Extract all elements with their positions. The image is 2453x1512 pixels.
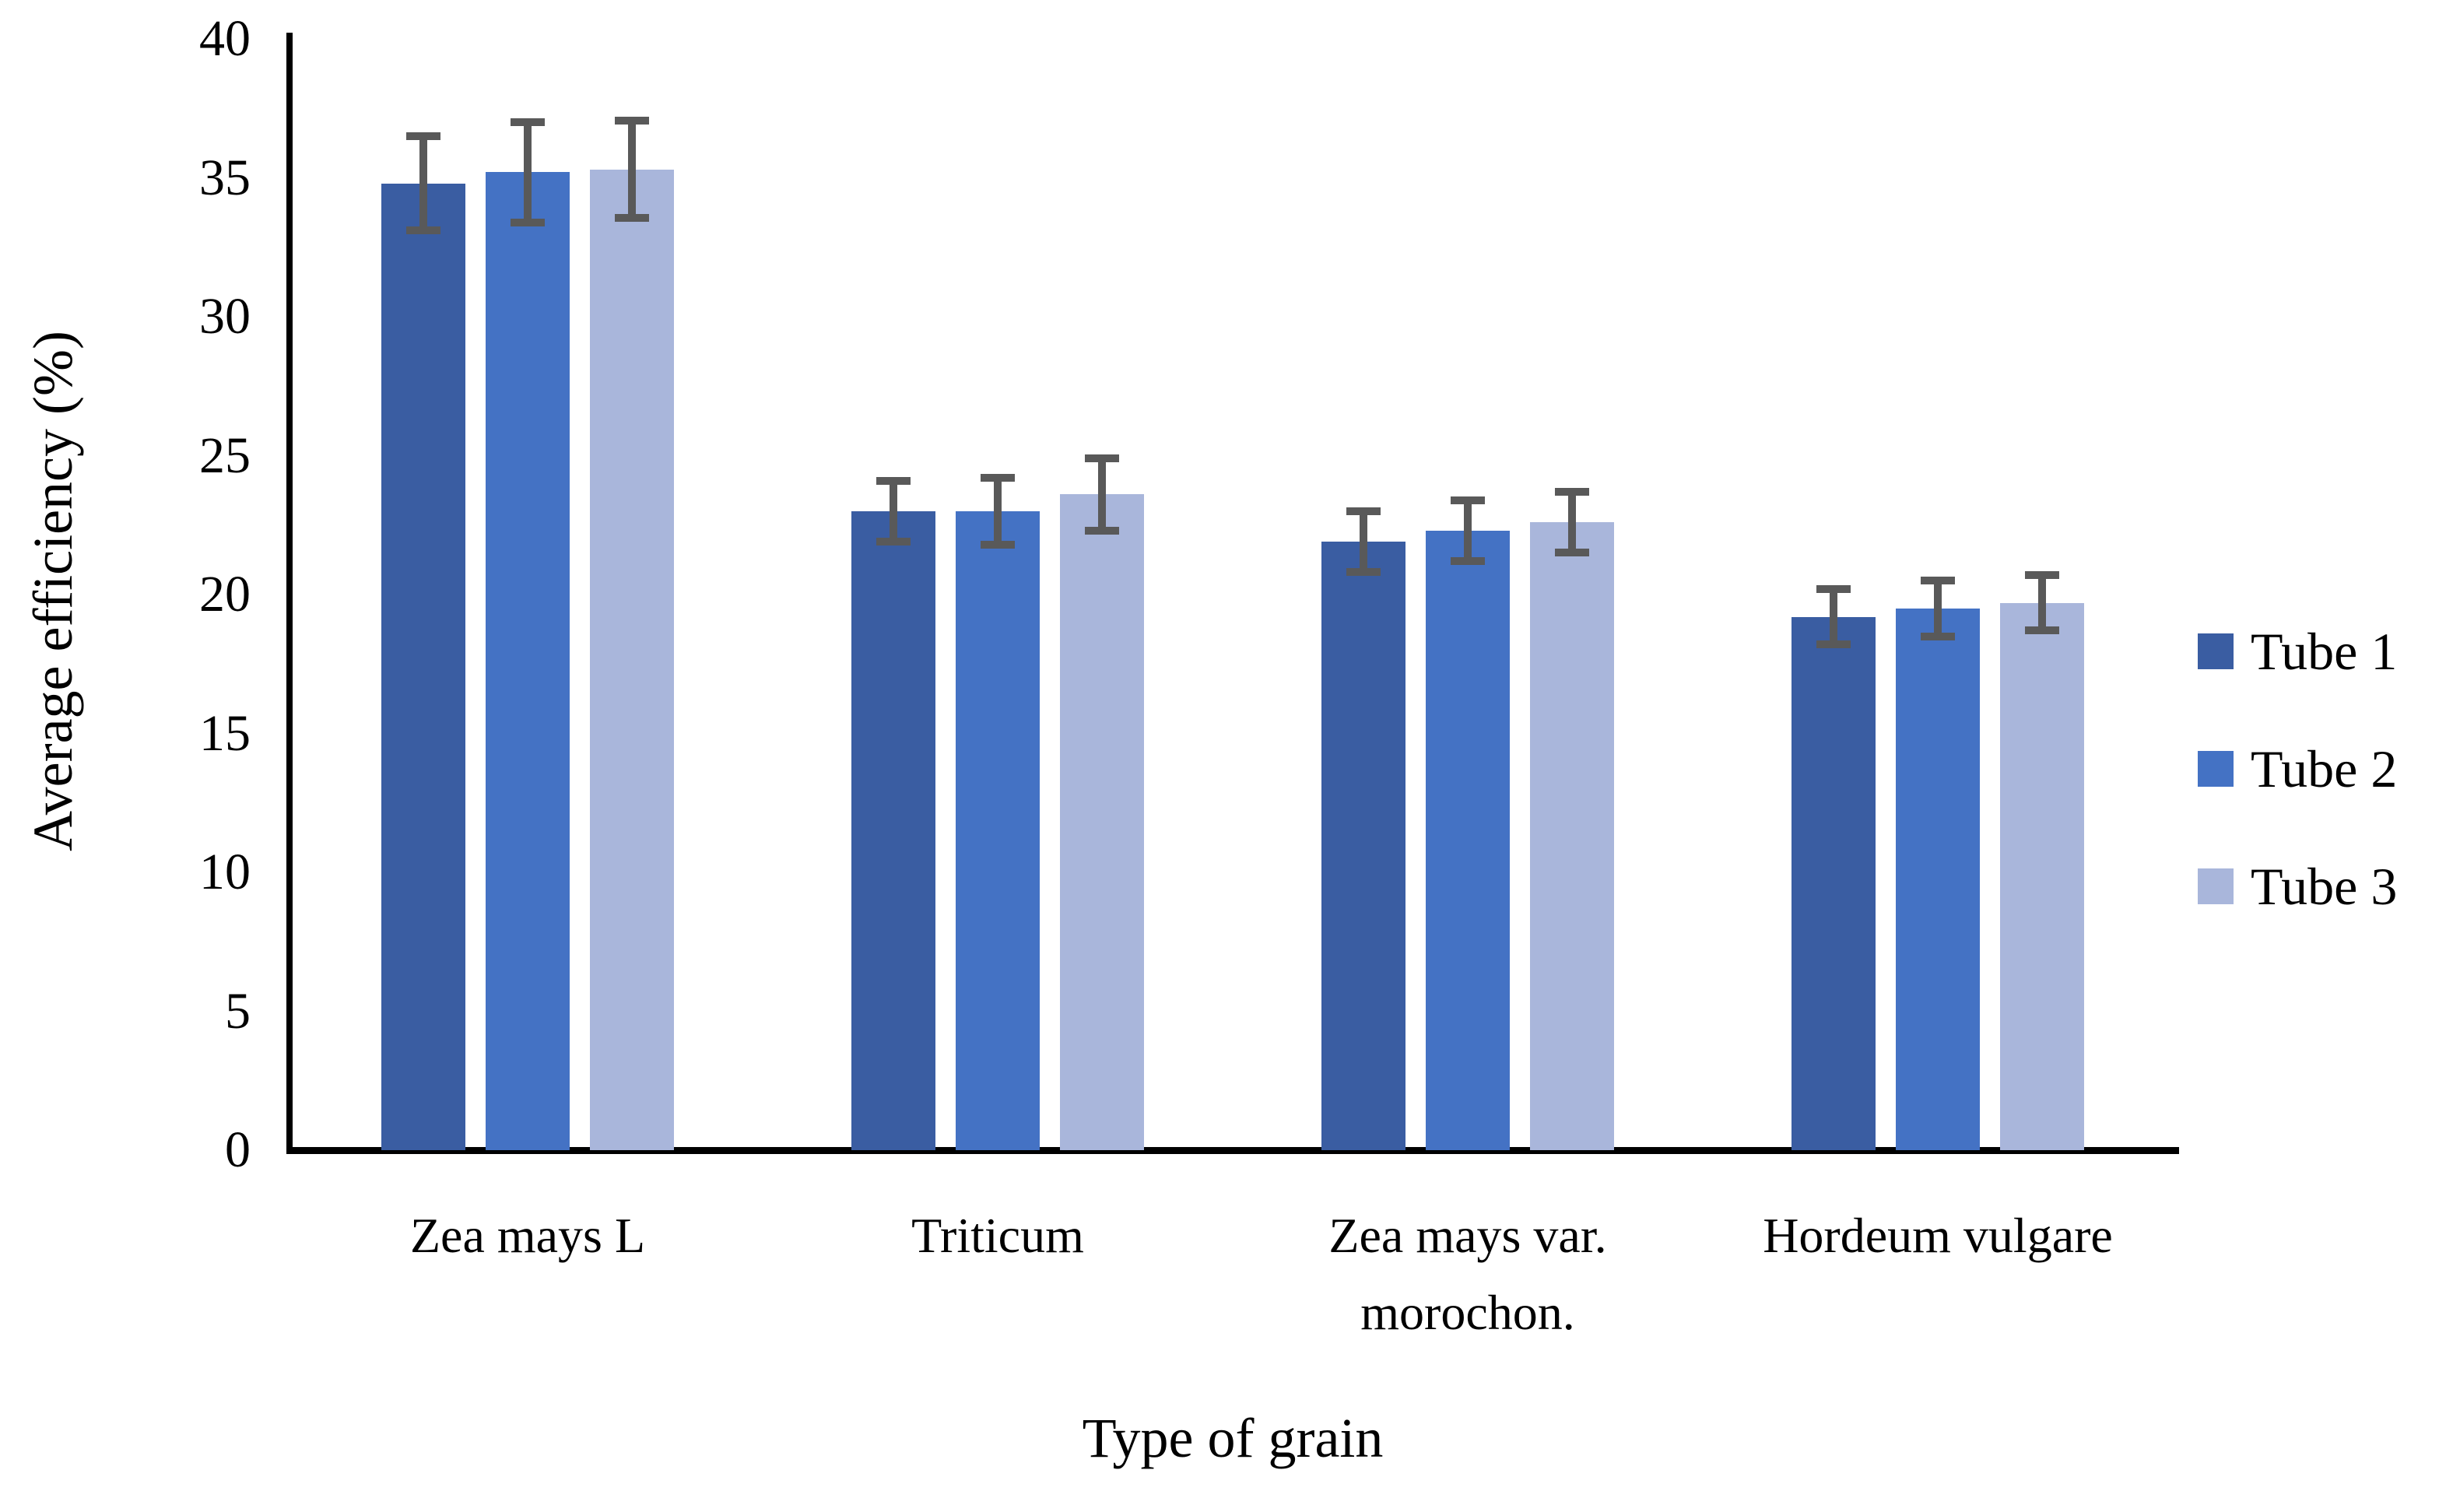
error-bar-cap <box>876 538 911 546</box>
error-bar-cap <box>1921 632 1955 640</box>
bar-tube3-cat2 <box>1060 494 1144 1150</box>
plot-area <box>293 39 2173 1150</box>
y-tick-label-40: 40 <box>199 10 251 67</box>
error-bar-cap <box>511 218 545 226</box>
bar-tube2-cat1 <box>486 172 570 1150</box>
legend-item-tube-3: Tube 3 <box>2198 860 2397 913</box>
y-tick-label-0: 0 <box>225 1121 251 1178</box>
bar-tube1-cat3 <box>1321 542 1405 1150</box>
legend-item-tube-1: Tube 1 <box>2198 625 2397 678</box>
error-bar-cap <box>1451 496 1485 504</box>
category-label-3: Zea mays var. morochon. <box>1328 1208 1607 1341</box>
y-tick-label-25: 25 <box>199 426 251 484</box>
error-bar-cap <box>1555 549 1589 557</box>
x-axis-line <box>286 1147 2179 1154</box>
error-bar-line <box>1568 491 1576 553</box>
error-bar-line <box>994 478 1002 545</box>
y-tick-label-10: 10 <box>199 844 251 900</box>
error-bar-cap <box>1451 557 1485 566</box>
y-axis-line <box>286 33 293 1153</box>
y-tick-label-35: 35 <box>199 149 251 206</box>
y-tick-label-30: 30 <box>199 288 251 345</box>
error-bar-cap <box>511 118 545 127</box>
y-tick-label-20: 20 <box>199 566 251 623</box>
x-axis-category-labels: Zea mays L Triticum Zea mays var. morochon… <box>293 1197 2173 1368</box>
error-bar-cap <box>406 132 440 140</box>
error-bar-cap <box>1085 526 1119 535</box>
legend-label: Tube 1 <box>2251 622 2398 681</box>
legend: Tube 1 Tube 2 Tube 3 <box>2198 625 2397 913</box>
error-bar-cap <box>981 474 1015 482</box>
error-bar-line <box>1464 500 1472 562</box>
bar-tube1-cat4 <box>1791 616 1876 1150</box>
error-bar-line <box>890 480 897 542</box>
error-bar-line <box>419 135 427 231</box>
error-bar-cap <box>406 226 440 235</box>
error-bar-line <box>524 122 532 223</box>
y-axis-tick-labels: 0 5 10 15 20 25 30 35 40 <box>0 13 286 1176</box>
error-bar-cap <box>1085 454 1119 463</box>
bar-tube2-cat2 <box>956 510 1040 1150</box>
bar-tube2-cat3 <box>1426 530 1510 1150</box>
legend-swatch <box>2198 633 2234 669</box>
error-bar-cap <box>1816 584 1851 593</box>
error-bar-cap <box>615 117 649 125</box>
error-bar-cap <box>1555 487 1589 496</box>
error-bar-cap <box>2025 626 2059 635</box>
error-bar-line <box>2038 575 2046 631</box>
bar-tube3-cat4 <box>2000 602 2084 1150</box>
error-bar-cap <box>2025 571 2059 579</box>
error-bar-cap <box>615 214 649 223</box>
legend-label: Tube 2 <box>2251 739 2398 798</box>
error-bar-cap <box>981 540 1015 549</box>
legend-label: Tube 3 <box>2251 857 2398 916</box>
bar-tube1-cat2 <box>851 510 935 1150</box>
y-tick-label-15: 15 <box>199 704 251 762</box>
category-label-1: Zea mays L <box>409 1208 646 1263</box>
error-bar-cap <box>1346 568 1381 577</box>
category-label-2: Triticum <box>911 1208 1084 1263</box>
category-label-4: Hordeum vulgare <box>1763 1208 2113 1263</box>
bar-tube3-cat1 <box>590 169 674 1150</box>
x-axis-title: Type of grain <box>1082 1407 1384 1469</box>
error-bar-line <box>1098 458 1106 531</box>
error-bar-line <box>1934 581 1942 637</box>
error-bar-cap <box>1346 507 1381 515</box>
error-bar-cap <box>876 476 911 485</box>
legend-item-tube-2: Tube 2 <box>2198 742 2397 795</box>
legend-swatch <box>2198 868 2234 904</box>
error-bar-cap <box>1816 640 1851 649</box>
bar-tube1-cat1 <box>381 183 465 1150</box>
y-tick-label-5: 5 <box>225 982 251 1040</box>
error-bar-cap <box>1921 577 1955 585</box>
error-bar-line <box>628 121 636 219</box>
legend-swatch <box>2198 751 2234 787</box>
error-bar-line <box>1360 510 1367 573</box>
bar-tube3-cat3 <box>1530 522 1614 1150</box>
error-bar-line <box>1830 588 1837 645</box>
bar-tube2-cat4 <box>1896 608 1980 1150</box>
